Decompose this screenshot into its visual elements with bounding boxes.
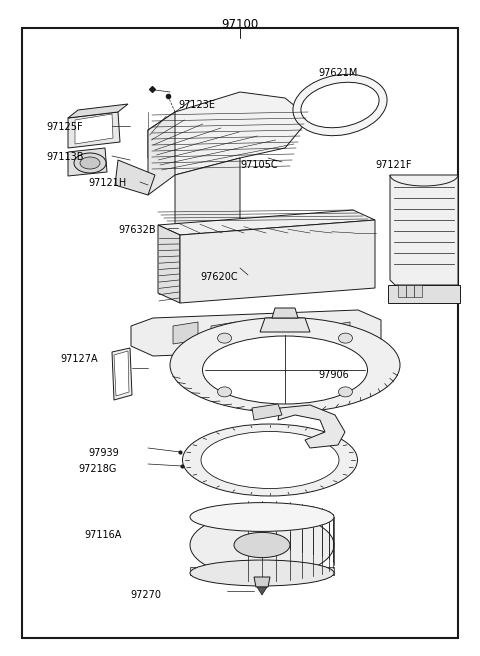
Ellipse shape xyxy=(301,82,379,128)
Polygon shape xyxy=(115,160,155,195)
Polygon shape xyxy=(272,308,298,318)
Text: 97100: 97100 xyxy=(221,18,259,31)
Text: 97218G: 97218G xyxy=(78,464,116,474)
Ellipse shape xyxy=(182,424,358,496)
Polygon shape xyxy=(390,175,458,285)
Ellipse shape xyxy=(74,153,106,173)
Polygon shape xyxy=(406,285,414,297)
Polygon shape xyxy=(158,210,375,235)
Text: 97121F: 97121F xyxy=(375,160,411,170)
Polygon shape xyxy=(388,285,460,303)
Ellipse shape xyxy=(293,74,387,136)
Text: 97621M: 97621M xyxy=(318,68,358,78)
Text: 97127A: 97127A xyxy=(60,354,97,364)
Text: 97116A: 97116A xyxy=(84,530,121,540)
Polygon shape xyxy=(68,112,120,148)
Ellipse shape xyxy=(217,333,231,343)
Polygon shape xyxy=(287,322,312,344)
Text: 97113B: 97113B xyxy=(46,152,84,162)
Text: 97906: 97906 xyxy=(318,370,349,380)
Ellipse shape xyxy=(338,333,352,343)
Ellipse shape xyxy=(170,318,400,413)
Polygon shape xyxy=(252,404,282,420)
Ellipse shape xyxy=(203,336,368,404)
Ellipse shape xyxy=(80,157,100,169)
Polygon shape xyxy=(68,104,128,118)
Polygon shape xyxy=(190,567,334,575)
Text: 97939: 97939 xyxy=(88,448,119,458)
Ellipse shape xyxy=(190,512,334,577)
Polygon shape xyxy=(114,351,129,396)
Polygon shape xyxy=(75,114,113,144)
Ellipse shape xyxy=(190,560,334,586)
Polygon shape xyxy=(180,220,375,303)
Polygon shape xyxy=(68,148,107,176)
Polygon shape xyxy=(325,322,350,344)
Ellipse shape xyxy=(190,502,334,531)
Polygon shape xyxy=(414,285,422,297)
Text: 97125F: 97125F xyxy=(46,122,83,132)
Text: 97121H: 97121H xyxy=(88,178,126,188)
Polygon shape xyxy=(112,348,132,400)
Polygon shape xyxy=(131,310,381,356)
Text: 97105C: 97105C xyxy=(240,160,277,170)
Ellipse shape xyxy=(201,432,339,489)
Polygon shape xyxy=(158,225,180,303)
Polygon shape xyxy=(148,92,310,175)
Polygon shape xyxy=(211,322,236,344)
Ellipse shape xyxy=(217,387,231,397)
Ellipse shape xyxy=(338,387,352,397)
Polygon shape xyxy=(175,158,240,235)
Polygon shape xyxy=(173,322,198,344)
Polygon shape xyxy=(257,587,267,595)
Polygon shape xyxy=(260,318,310,332)
Text: 97270: 97270 xyxy=(130,590,161,600)
Polygon shape xyxy=(254,577,270,587)
Text: 97632B: 97632B xyxy=(118,225,156,235)
Polygon shape xyxy=(278,405,345,448)
Ellipse shape xyxy=(234,533,290,558)
Polygon shape xyxy=(249,322,274,344)
Text: 97620C: 97620C xyxy=(200,272,238,282)
Polygon shape xyxy=(148,112,175,195)
Polygon shape xyxy=(398,285,406,297)
Text: 97123E: 97123E xyxy=(178,100,215,110)
